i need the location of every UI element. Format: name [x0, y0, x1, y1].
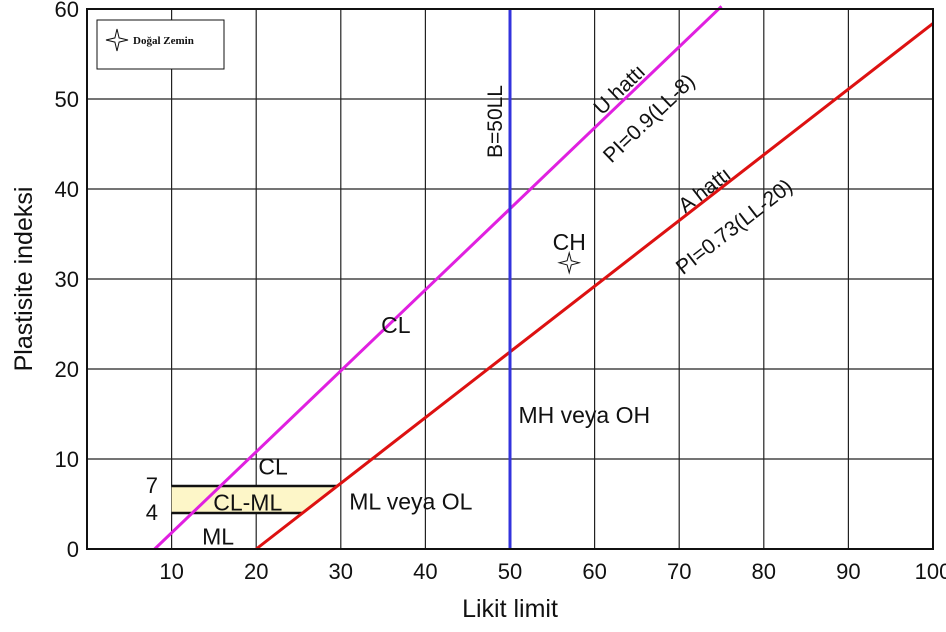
region-ml-label: ML — [202, 524, 234, 550]
y-tick-label: 20 — [55, 357, 79, 382]
region-ch-label: CH — [553, 229, 586, 255]
star-marker-icon — [105, 28, 129, 52]
plot-frame — [86, 8, 934, 550]
region-cl-ml-label: CL-ML — [213, 489, 282, 515]
legend: Doğal Zemin — [96, 19, 225, 70]
x-tick-label: 20 — [244, 559, 268, 584]
region-mh-oh-label: MH veya OH — [518, 402, 650, 428]
region-cl-upper-label: CL — [381, 312, 411, 338]
x-tick-label: 50 — [498, 559, 522, 584]
b-line-label: B=50LL — [484, 85, 507, 158]
x-axis-title: Likit limit — [462, 595, 558, 623]
y-tick-label: 50 — [55, 87, 79, 112]
x-tick-label: 60 — [582, 559, 606, 584]
y-tick-label: 60 — [55, 0, 79, 22]
y-tick-label: 40 — [55, 177, 79, 202]
x-tick-label: 100 — [915, 559, 946, 584]
x-tick-label: 40 — [413, 559, 437, 584]
x-tick-label: 70 — [667, 559, 691, 584]
x-tick-label: 80 — [752, 559, 776, 584]
y-tick-label: 0 — [67, 537, 79, 562]
y-tick-label: 30 — [55, 267, 79, 292]
x-tick-label: 90 — [836, 559, 860, 584]
u-line — [153, 5, 723, 551]
y-axis-title: Plastisite indeksi — [10, 187, 38, 372]
x-tick-label: 10 — [159, 559, 183, 584]
a-line-name-label: A hattı — [674, 163, 735, 218]
x-tick-label: 30 — [329, 559, 353, 584]
region-ml-ol-label: ML veya OL — [349, 488, 472, 514]
tick-labels: 10 20 30 40 50 60 70 80 90 100 0 10 20 30 40 50 60 47 — [55, 0, 946, 584]
y-tick-label: 10 — [55, 447, 79, 472]
y-extra-tick-label: 7 — [146, 473, 158, 498]
legend-entry-dogal-zemin: Doğal Zemin — [133, 35, 194, 47]
series-layer — [153, 5, 934, 551]
region-cl-lower-label: CL — [258, 453, 288, 479]
a-line — [255, 22, 934, 551]
dogal-zemin-point — [557, 250, 582, 275]
y-extra-tick-label: 4 — [146, 500, 158, 525]
data-points — [557, 250, 582, 275]
